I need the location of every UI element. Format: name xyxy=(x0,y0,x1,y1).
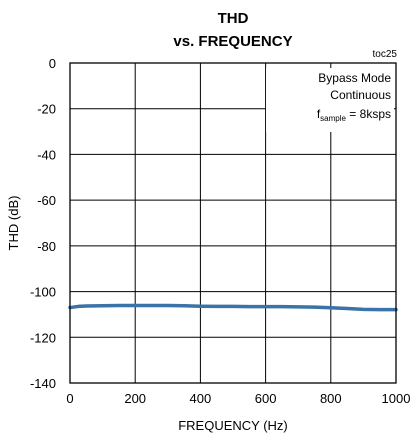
y-tick-label: -80 xyxy=(37,239,56,254)
y-tick-label: 0 xyxy=(49,56,56,71)
x-tick-label: 1000 xyxy=(382,391,411,406)
y-tick-label: -60 xyxy=(37,193,56,208)
x-tick-label: 0 xyxy=(66,391,73,406)
x-tick-label: 600 xyxy=(255,391,277,406)
plot-frame xyxy=(69,62,397,384)
annotation-box: Bypass Mode Continuous fsample = 8ksps xyxy=(266,68,394,132)
chart-title: THD xyxy=(218,10,249,27)
chart-tag: toc25 xyxy=(373,49,398,60)
y-tick-label: -120 xyxy=(30,330,56,345)
thd-series-line xyxy=(68,303,398,312)
y-tick-label: -140 xyxy=(30,376,56,391)
x-axis-label: FREQUENCY (Hz) xyxy=(178,418,288,433)
x-tick-label: 400 xyxy=(190,391,212,406)
x-tick-label: 200 xyxy=(124,391,146,406)
y-tick-label: -100 xyxy=(30,285,56,300)
y-tick-label: -40 xyxy=(37,147,56,162)
annotation-continuous: Continuous xyxy=(330,88,391,102)
tick-labels: 0 200 400 600 800 1000 0 -20 -40 -60 -80 -100 -120 -1… xyxy=(30,56,410,406)
y-axis-label: THD (dB) xyxy=(6,196,21,251)
x-tick-label: 800 xyxy=(320,391,342,406)
chart-subtitle: vs. FREQUENCY xyxy=(173,33,292,50)
annotation-mode: Bypass Mode xyxy=(318,71,391,85)
y-tick-label: -20 xyxy=(37,102,56,117)
annotation-sample-rate: fsample = 8ksps xyxy=(317,107,391,123)
